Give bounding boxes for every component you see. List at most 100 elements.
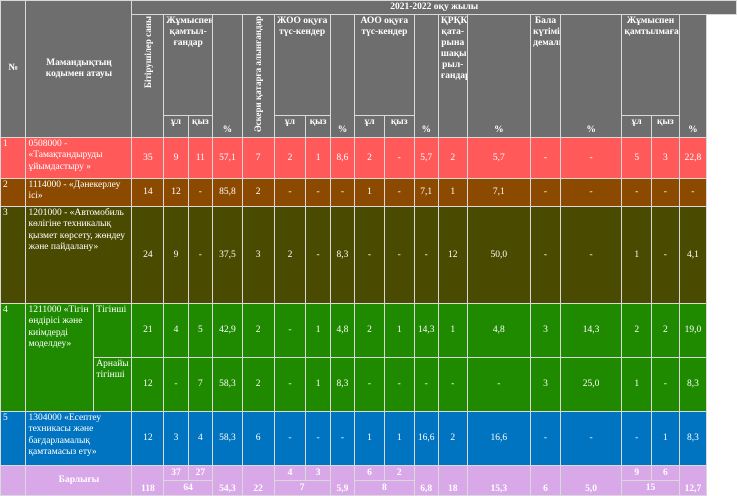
header-conscripts: Әскери қатарға алынғандар xyxy=(241,13,275,138)
totals-unemployed-boys: 9 xyxy=(621,464,653,481)
cell-rkk-percent: 5,7 xyxy=(466,136,532,179)
cell-employed-boys: - xyxy=(163,356,189,412)
totals-unemployed-percent: 12,7 xyxy=(678,464,708,496)
cell-unemployed-percent: 8,3 xyxy=(678,356,708,412)
cell-maternity: - xyxy=(530,410,561,466)
cell-maternity-percent: - xyxy=(559,136,623,179)
cell-unemployed-girls: - xyxy=(651,177,680,207)
cell-aoo-boys: 2 xyxy=(354,302,385,358)
cell-employed-boys: 12 xyxy=(163,177,189,207)
cell-aoo-percent: 7,1 xyxy=(413,177,439,207)
header-unemployed-percent: % xyxy=(678,13,708,138)
cell-unemployed-girls: 3 xyxy=(651,136,680,179)
table-row: 2 1114000 - «Дәнекерлеу ісі» 14 12 - 85,… xyxy=(0,177,737,207)
cell-rkk: 12 xyxy=(437,205,468,304)
cell-maternity-percent: - xyxy=(559,205,623,304)
cell-unemployed-boys: 1 xyxy=(621,205,653,304)
row-specialty: 1211000 «Тігін өндірісі және киімдерді м… xyxy=(25,302,95,412)
cell-rkk-percent: 50,0 xyxy=(466,205,532,304)
totals-rkk-percent: 15,3 xyxy=(466,464,532,496)
header-employed: Жұмыспен қамтыл-ғандар xyxy=(163,13,214,116)
totals-vuz-boys: 4 xyxy=(273,464,307,481)
header-maternity: Бала күтімі демалысы xyxy=(530,13,561,138)
cell-employed-boys: 9 xyxy=(163,205,189,304)
totals-aoo-percent: 6,8 xyxy=(413,464,439,496)
cell-unemployed-percent: - xyxy=(678,177,708,207)
table-row: 1 0508000 - «Тамақтандыруды ұйымдастыру … xyxy=(0,136,737,179)
cell-conscripts: 2 xyxy=(241,356,275,412)
cell-rkk-percent: 4,8 xyxy=(466,302,532,358)
totals-unemployed-girls: 6 xyxy=(651,464,680,481)
row-num: 5 xyxy=(0,410,27,466)
row-specialty: 1201000 - «Автомобиль көлігіне техникалы… xyxy=(25,205,133,304)
totals-employed-percent: 54,3 xyxy=(212,464,243,496)
cell-vuz-girls: - xyxy=(305,177,331,207)
cell-aoo-girls: - xyxy=(383,136,415,179)
header-unemployed-girls: қыз xyxy=(651,114,680,138)
totals-vuz-sum: 7 xyxy=(273,479,331,496)
cell-unemployed-boys: 1 xyxy=(621,356,653,412)
totals-vuz-girls: 3 xyxy=(305,464,331,481)
cell-maternity-percent: - xyxy=(559,410,623,466)
header-vuz: ЖОО оқуға түс-кендер xyxy=(273,13,331,116)
cell-employed-boys: 9 xyxy=(163,136,189,179)
cell-rkk-percent: - xyxy=(466,356,532,412)
cell-employed-percent: 85,8 xyxy=(212,177,243,207)
cell-unemployed-percent: 19,0 xyxy=(678,302,708,358)
table-row: Арнайы тігінші 12 - 7 58,3 2 - 1 8,3 - -… xyxy=(1,356,737,412)
cell-vuz-girls: - xyxy=(305,410,331,466)
cell-unemployed-percent: 22,8 xyxy=(678,136,708,179)
header-graduates: Бітірушілер саны xyxy=(131,13,165,138)
header-unemployed: Жұмыспен қамтылмағандар xyxy=(621,13,680,116)
totals-unemployed-sum: 15 xyxy=(621,479,680,496)
totals-aoo-sum: 8 xyxy=(354,479,415,496)
totals-conscripts: 22 xyxy=(241,464,275,496)
cell-unemployed-girls: 2 xyxy=(651,302,680,358)
totals-employed-girls: 27 xyxy=(187,464,214,481)
cell-aoo-boys: 2 xyxy=(354,136,385,179)
cell-conscripts: 6 xyxy=(241,410,275,466)
cell-employed-girls: 5 xyxy=(187,302,214,358)
row-sub-specialty: Тігінші xyxy=(93,302,133,358)
cell-aoo-percent: - xyxy=(413,356,439,412)
header-aoo-boys: ұл xyxy=(354,114,385,138)
cell-conscripts: 3 xyxy=(241,205,275,304)
cell-unemployed-girls: 1 xyxy=(651,410,680,466)
cell-employed-percent: 57,1 xyxy=(212,136,243,179)
cell-employed-girls: 11 xyxy=(187,136,214,179)
cell-aoo-girls: 1 xyxy=(383,302,415,358)
cell-vuz-girls: - xyxy=(305,205,331,304)
cell-rkk: 2 xyxy=(437,410,468,466)
header-rkk-percent: % xyxy=(466,13,532,138)
cell-vuz-percent: - xyxy=(329,177,356,207)
header-maternity-percent: % xyxy=(559,13,623,138)
cell-unemployed-boys: 5 xyxy=(621,136,653,179)
cell-vuz-percent: 8,3 xyxy=(329,205,356,304)
cell-aoo-percent: 14,3 xyxy=(413,302,439,358)
header-vuz-percent: % xyxy=(329,13,356,138)
table-row: 5 1304000 «Есептеу техникасы және бағдар… xyxy=(0,410,737,466)
cell-graduates: 21 xyxy=(131,302,165,358)
cell-maternity: - xyxy=(530,205,561,304)
cell-vuz-boys: 2 xyxy=(273,136,307,179)
cell-maternity-percent: 14,3 xyxy=(559,302,623,358)
cell-rkk: 2 xyxy=(437,136,468,179)
totals-maternity-percent: 5,0 xyxy=(559,464,623,496)
cell-unemployed-percent: 8,3 xyxy=(678,410,708,466)
cell-vuz-girls: 1 xyxy=(305,356,331,412)
cell-employed-percent: 37,5 xyxy=(212,205,243,304)
totals-label: Барлығы xyxy=(25,464,133,496)
cell-aoo-percent: - xyxy=(413,205,439,304)
cell-employed-boys: 3 xyxy=(163,410,189,466)
cell-maternity: 3 xyxy=(530,356,561,412)
cell-conscripts: 2 xyxy=(241,302,275,358)
cell-employed-girls: - xyxy=(187,205,214,304)
cell-vuz-boys: - xyxy=(273,177,307,207)
cell-aoo-boys: - xyxy=(354,205,385,304)
cell-employed-percent: 42,9 xyxy=(212,302,243,358)
cell-graduates: 12 xyxy=(131,356,165,412)
totals-vuz-percent: 5,9 xyxy=(329,464,356,496)
cell-vuz-percent: - xyxy=(329,410,356,466)
cell-unemployed-girls: - xyxy=(651,356,680,412)
cell-aoo-percent: 16,6 xyxy=(413,410,439,466)
